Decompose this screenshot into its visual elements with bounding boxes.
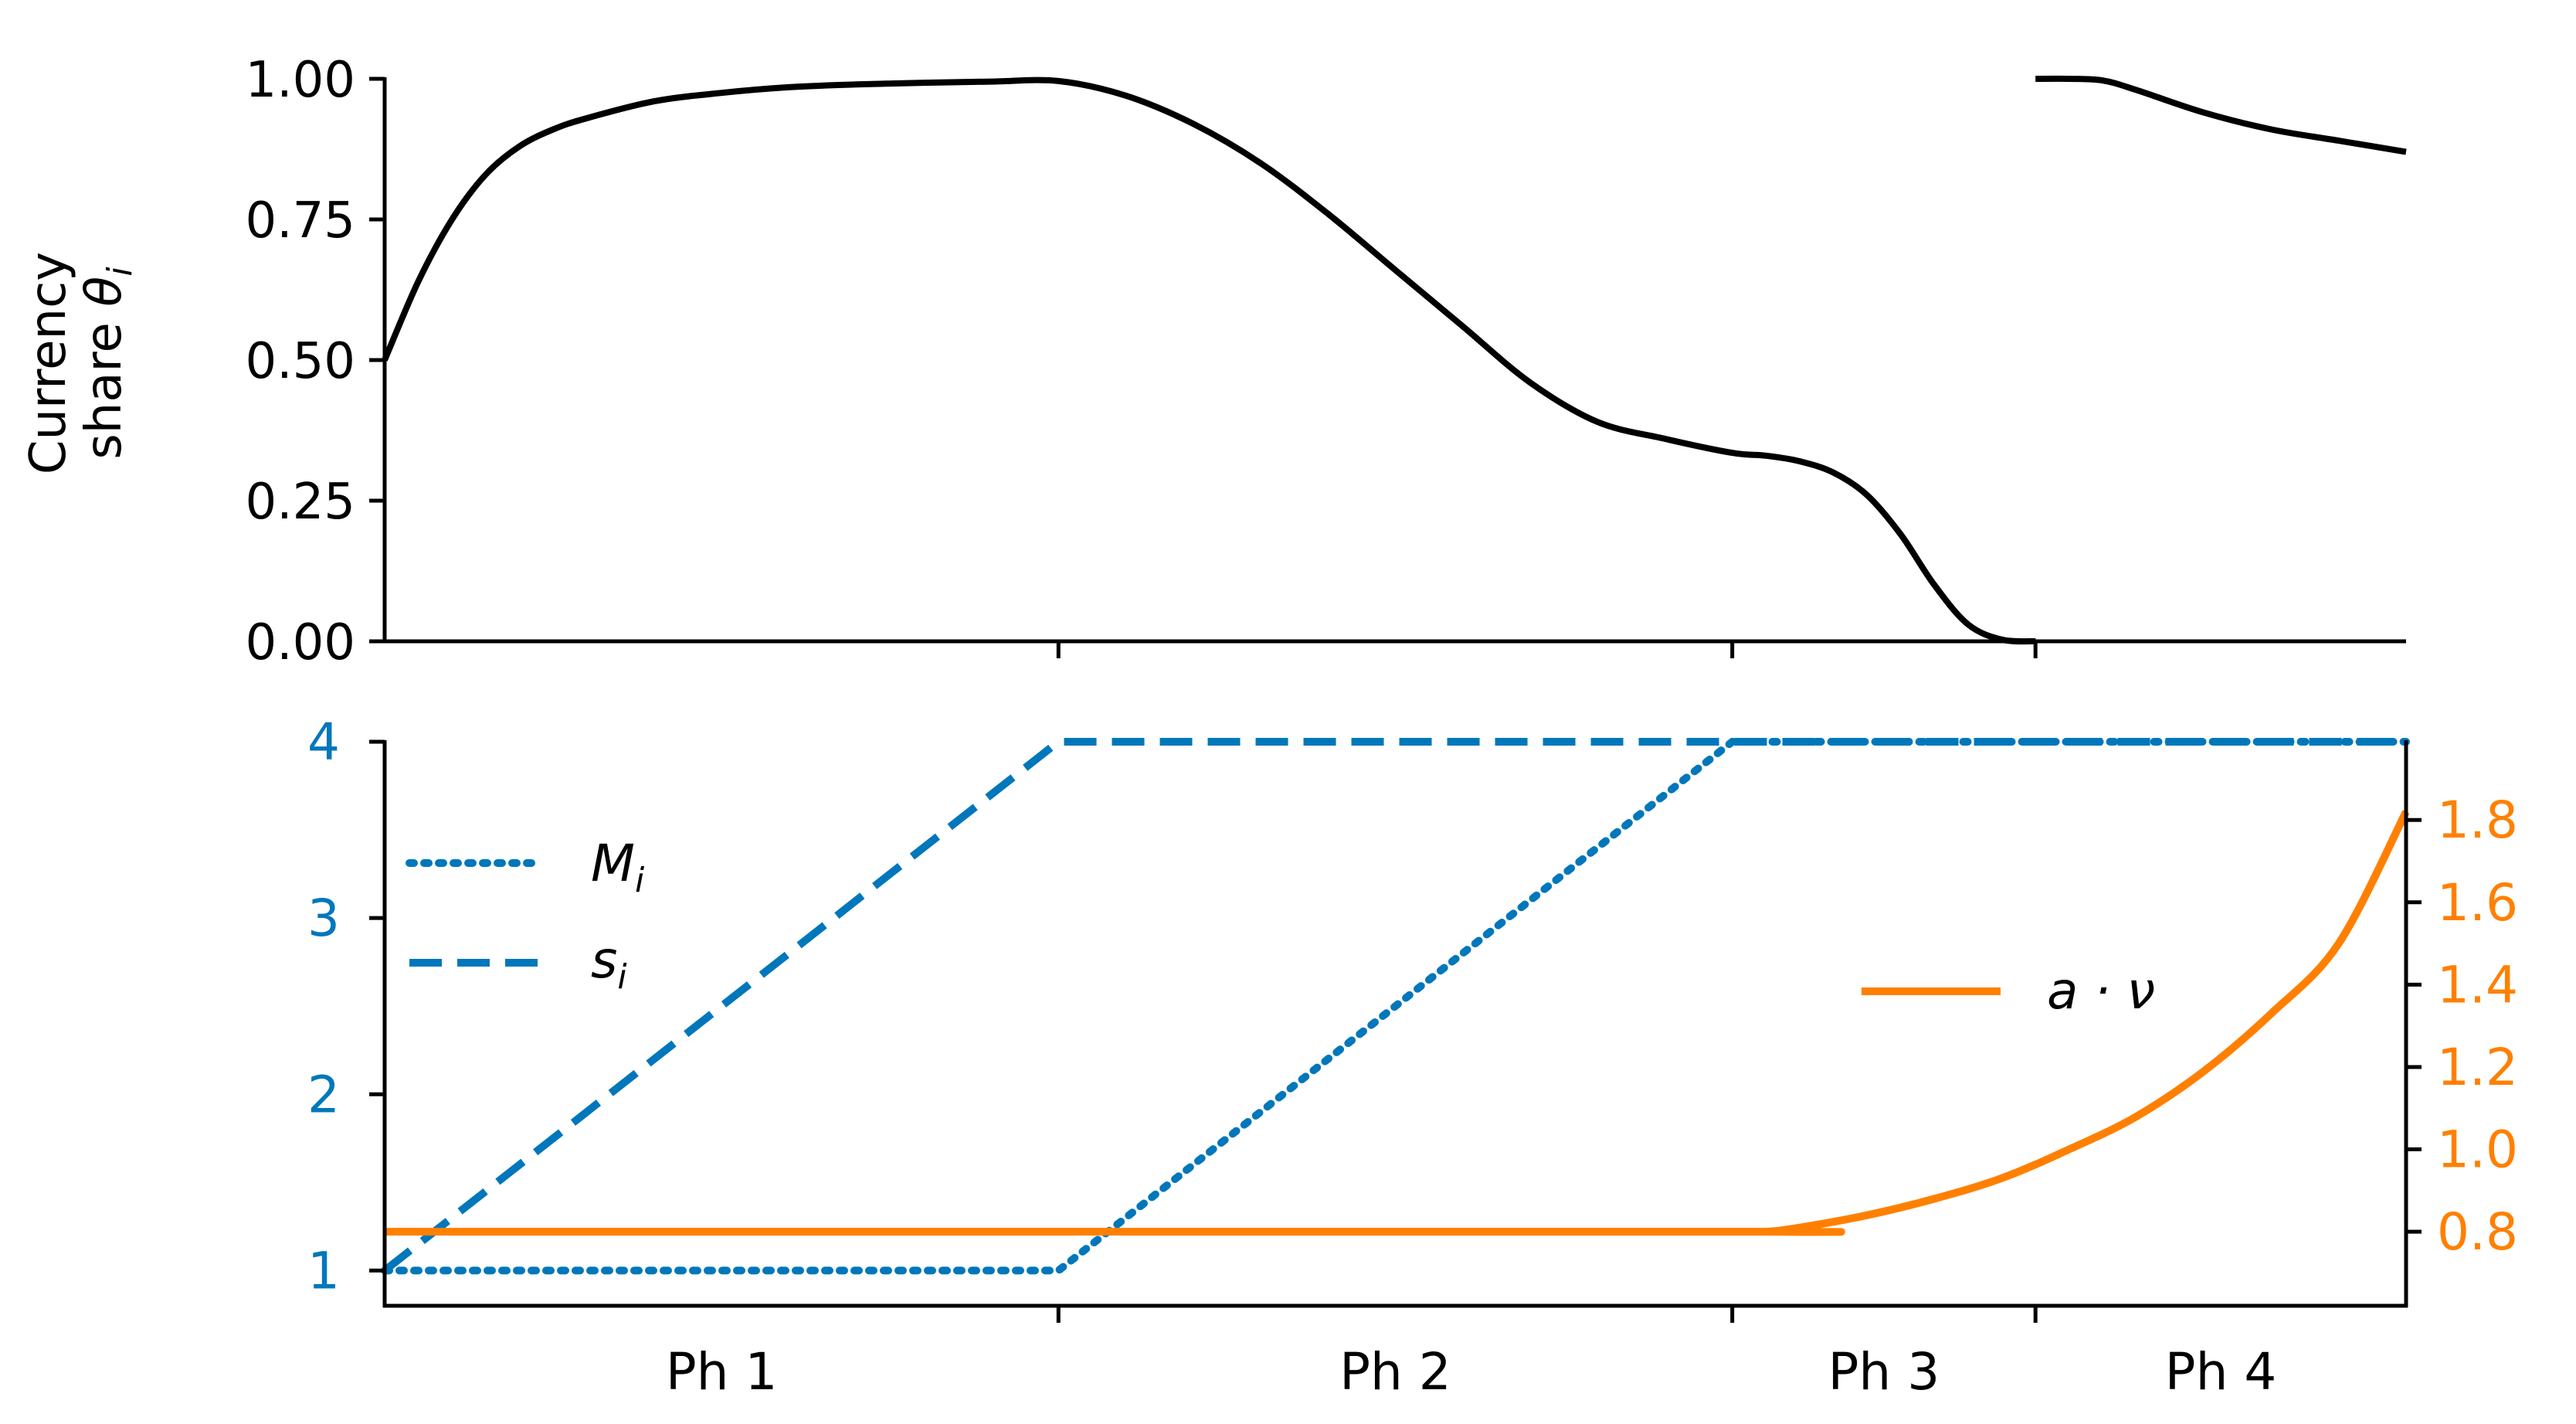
bottom-series-group [381, 738, 2410, 1275]
top-ylabel-symbol: θ [76, 277, 133, 307]
bottom-right-ytick-label: 1.8 [2437, 790, 2518, 850]
legend-s-i-subscript: i [617, 957, 627, 997]
m-i-line [381, 738, 2410, 1275]
legend-left: Mi si [406, 834, 645, 997]
bottom-right-ytick-label: 1.0 [2437, 1120, 2518, 1180]
bottom-right-ytick-group: 0.8 1.0 1.2 1.4 1.6 1.8 [2406, 790, 2518, 1262]
bottom-right-ytick-label: 1.6 [2437, 873, 2518, 933]
bottom-right-ytick-label: 0.8 [2437, 1202, 2518, 1262]
phase-label: Ph 2 [1339, 1342, 1451, 1402]
legend-s-i-label: si [591, 930, 627, 997]
legend-m-i-subscript: i [635, 861, 645, 900]
phase-label-group: Ph 1 Ph 2 Ph 3 Ph 4 [666, 1342, 2277, 1402]
legend-s-i-symbol: s [591, 930, 617, 990]
top-ytick-label: 0.25 [246, 474, 356, 531]
top-ylabel-line1: Currency [20, 252, 77, 474]
a-nu-line [384, 810, 2410, 1236]
bottom-left-ytick-label: 3 [307, 889, 340, 948]
top-ytick-group: 0.00 0.25 0.50 0.75 1.00 [246, 52, 385, 671]
legend-m-i-label: Mi [591, 834, 645, 900]
bottom-left-ytick-label: 2 [307, 1065, 340, 1124]
phase-label: Ph 3 [1828, 1342, 1940, 1402]
top-ylabel-line2: share θi [76, 267, 140, 460]
top-ylabel-prefix: share [76, 307, 133, 460]
bottom-left-ytick-label: 1 [307, 1241, 340, 1300]
theta-line-segment-1 [382, 76, 2036, 645]
bottom-xtick-group [1056, 1306, 2038, 1323]
bottom-left-ytick-label: 4 [307, 712, 340, 772]
top-ytick-label: 1.00 [246, 52, 356, 109]
legend-m-i-symbol: M [591, 834, 635, 893]
legend-right: a · ν [1862, 961, 2155, 1021]
phase-label: Ph 1 [666, 1342, 778, 1402]
theta-line-segment-2 [2035, 75, 2407, 155]
bottom-right-ytick-label: 1.2 [2437, 1038, 2518, 1097]
bottom-panel: 1 2 3 4 0.8 1.0 1.2 1.4 1.6 1.8 Ph 1 Ph 2 Ph 3 Ph 4… [307, 712, 2518, 1402]
legend-a-nu-label: a · ν [2047, 961, 2155, 1021]
bottom-left-ytick-group: 1 2 3 4 [307, 712, 385, 1300]
phase-label: Ph 4 [2165, 1342, 2277, 1402]
top-ytick-label: 0.50 [246, 333, 356, 390]
top-series-group [382, 75, 2407, 645]
top-ytick-label: 0.00 [246, 614, 356, 671]
top-ytick-label: 0.75 [246, 192, 356, 250]
top-xtick-group [1056, 641, 2038, 658]
bottom-right-ytick-label: 1.4 [2437, 955, 2518, 1014]
top-ylabel-subscript: i [100, 267, 140, 277]
top-panel: 0.00 0.25 0.50 0.75 1.00 Currency share θi [20, 52, 2407, 671]
